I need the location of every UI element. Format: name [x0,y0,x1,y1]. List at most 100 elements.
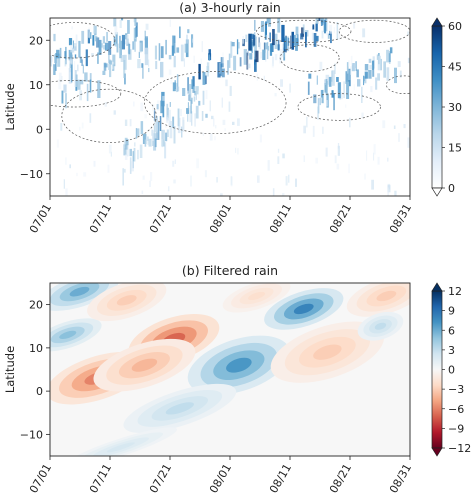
anomaly-contour [374,322,387,330]
rain-speckle [326,31,328,36]
rain-speckle [345,104,347,108]
rain-streak [101,43,103,48]
rain-streak [254,50,256,65]
rain-speckle [114,26,118,35]
rain-speckle [303,125,306,134]
rain-streak [227,60,229,75]
rain-streak [248,33,252,51]
rain-speckle [107,164,110,173]
rain-streak [134,142,136,147]
rain-streak [89,73,92,82]
rain-speckle [337,143,340,149]
rain-speckle [198,90,200,99]
rain-speckle [119,19,122,28]
rain-streak [155,60,158,70]
rain-streak [386,49,389,63]
rain-streak [320,90,323,98]
rain-speckle [353,84,355,91]
rain-streak [278,39,280,51]
rain-streak [208,54,211,61]
rain-speckle [407,137,410,148]
colorbar-tick-label: 60 [448,20,462,33]
rain-speckle [215,125,217,129]
rain-streak [98,39,102,55]
colorbar-tick-label: 0 [448,182,455,195]
rain-speckle [319,61,323,70]
rain-streak [173,55,176,68]
rain-speckle [403,124,406,129]
rain-streak [307,81,310,95]
rain-speckle [366,150,368,161]
rain-speckle [398,133,400,142]
rain-speckle [213,118,215,127]
rain-speckle [129,119,132,127]
rain-streak [258,37,260,48]
rain-streak [228,53,231,68]
rain-streak [59,47,62,59]
rain-speckle [407,57,410,64]
anomaly-contour [69,286,90,297]
rain-speckle [192,38,194,43]
rain-streak [160,100,163,114]
colorbar-tick-label: 0 [448,364,455,377]
rain-streak [138,51,140,58]
dashed-contour [386,75,410,94]
rain-streak [165,39,167,55]
rain-speckle [91,53,94,57]
rain-speckle [140,102,144,112]
rain-speckle [124,168,126,173]
rain-streak [74,46,77,51]
rain-streak [112,54,116,67]
rain-streak [328,76,332,87]
rain-streak [357,79,361,87]
rain-streak [135,26,137,38]
rain-streak [74,54,77,59]
rain-speckle [235,147,237,153]
rain-speckle [113,110,116,115]
rain-streak [195,86,199,95]
rain-streak [255,50,259,63]
rain-streak [169,121,173,139]
rain-streak [68,49,73,61]
rain-streak [182,88,186,96]
colorbar-tick-label: 6 [448,324,455,337]
rain-streak [85,49,88,67]
x-tick-label: 08/01 [207,202,234,236]
anomaly-contour [226,357,252,373]
rain-streak [166,129,169,137]
rain-speckle [321,30,324,39]
rain-streak [397,61,401,67]
rain-streak [176,86,180,92]
rain-streak [121,18,124,21]
rain-streak [254,59,257,72]
rain-streak [231,42,235,47]
rain-streak [65,46,67,65]
rain-speckle [341,92,343,100]
rain-streak [312,24,315,30]
rain-speckle [133,101,135,107]
rain-speckle [373,144,376,155]
y-tick-label: 0 [36,123,43,136]
rain-streak [388,53,391,62]
rain-speckle [336,163,340,170]
anomaly-contour [376,290,397,302]
rain-speckle [230,176,233,187]
rain-streak [220,57,224,68]
rain-streak [133,18,135,23]
x-tick-label: 07/11 [87,202,114,236]
rain-streak [154,45,157,60]
rain-streak [129,148,132,157]
rain-streak [102,45,106,50]
rain-streak [126,139,129,146]
rain-streak [154,138,157,148]
rain-speckle [229,85,232,96]
rain-speckle [289,83,291,93]
rain-streak [345,71,349,84]
rain-streak [315,18,319,24]
rain-streak [239,57,242,67]
rain-speckle [266,34,270,41]
rain-streak [305,32,307,48]
rain-streak [156,130,158,140]
rain-speckle [93,25,96,34]
rain-streak [251,33,255,39]
